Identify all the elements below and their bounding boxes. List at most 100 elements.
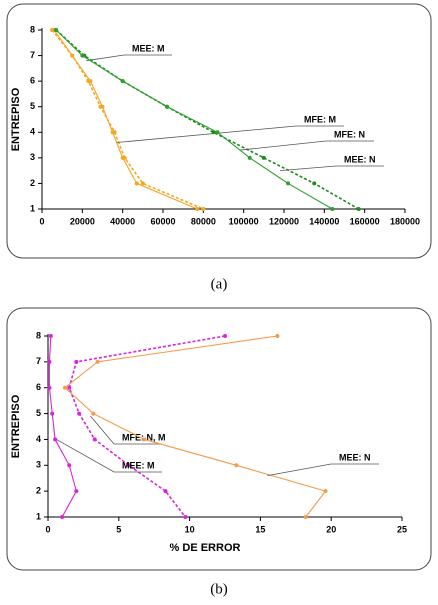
leader-line xyxy=(86,54,172,62)
point xyxy=(112,130,117,135)
point xyxy=(74,489,79,494)
point xyxy=(163,489,168,494)
point xyxy=(142,437,147,442)
y-tick-label: 5 xyxy=(36,408,41,418)
leader-line xyxy=(279,165,384,172)
point xyxy=(183,515,188,519)
point xyxy=(47,359,52,364)
point xyxy=(134,181,139,186)
point xyxy=(303,515,308,519)
point xyxy=(223,334,227,338)
x-tick-label: 15 xyxy=(255,524,265,534)
y-axis-label: ENTREPISO xyxy=(10,394,22,458)
y-tick-label: 6 xyxy=(30,76,35,86)
point xyxy=(195,207,200,211)
point xyxy=(91,411,96,416)
x-tick-label: 160000 xyxy=(350,216,380,226)
y-tick-label: 3 xyxy=(36,460,41,470)
series-label: MEE: N xyxy=(339,452,371,462)
y-axis-label: ENTREPISO xyxy=(10,87,22,151)
point xyxy=(67,463,72,468)
point xyxy=(60,515,65,519)
point xyxy=(53,437,58,442)
series-label: MEE: M xyxy=(122,460,155,470)
x-tick-label: 140000 xyxy=(309,216,339,226)
x-tick-label: 180000 xyxy=(390,216,420,226)
point xyxy=(77,411,82,416)
series-line xyxy=(53,29,198,210)
point xyxy=(165,104,170,109)
x-tick-label: 25 xyxy=(397,524,407,534)
point xyxy=(120,79,125,84)
y-tick-label: 1 xyxy=(30,203,35,213)
y-tick-label: 5 xyxy=(30,101,35,111)
series-line xyxy=(55,29,360,210)
point xyxy=(140,181,145,186)
series-label: MFE: M xyxy=(304,114,336,124)
point xyxy=(70,53,75,58)
point xyxy=(67,385,72,390)
x-tick-label: 20 xyxy=(326,524,336,534)
point xyxy=(215,130,220,135)
y-tick-label: 7 xyxy=(30,50,35,60)
point xyxy=(80,53,85,58)
x-tick-label: 5 xyxy=(116,524,121,534)
x-tick-label: 0 xyxy=(39,216,44,226)
series-label: MFE: N xyxy=(334,129,365,139)
point xyxy=(86,79,91,84)
point xyxy=(50,411,55,416)
series-line xyxy=(48,335,77,518)
leader-line xyxy=(56,439,162,473)
leader-line xyxy=(116,125,344,143)
leader-line xyxy=(239,140,374,151)
y-tick-label: 8 xyxy=(36,330,41,340)
y-tick-label: 6 xyxy=(36,382,41,392)
x-tick-label: 20000 xyxy=(70,216,95,226)
series-line xyxy=(51,29,204,210)
point xyxy=(74,359,79,364)
panel-frame xyxy=(6,3,432,259)
x-axis-label: % DE ERROR xyxy=(170,542,241,554)
point xyxy=(50,28,55,32)
point xyxy=(261,155,266,160)
y-tick-label: 7 xyxy=(36,356,41,366)
x-tick-label: 120000 xyxy=(269,216,299,226)
x-tick-label: 60000 xyxy=(150,216,175,226)
point xyxy=(312,181,317,186)
point xyxy=(234,463,239,468)
point xyxy=(323,489,328,494)
series-label: MFE: N, M xyxy=(122,432,166,442)
x-tick-label: 0 xyxy=(45,524,50,534)
point xyxy=(92,437,97,442)
y-tick-label: 4 xyxy=(30,127,35,137)
point xyxy=(62,385,67,390)
y-tick-label: 1 xyxy=(36,511,41,521)
x-tick-label: 80000 xyxy=(191,216,216,226)
point xyxy=(122,155,127,160)
point xyxy=(48,334,53,338)
point xyxy=(201,207,206,211)
point xyxy=(54,28,59,32)
x-tick-label: 40000 xyxy=(110,216,135,226)
caption: (a) xyxy=(211,276,228,292)
y-tick-label: 2 xyxy=(30,178,35,188)
caption: (b) xyxy=(210,581,228,597)
series-label: MEE: M xyxy=(132,43,165,53)
leader-line xyxy=(267,463,379,477)
point xyxy=(330,207,335,211)
panel-frame xyxy=(6,307,432,571)
y-tick-label: 4 xyxy=(36,434,41,444)
point xyxy=(47,385,52,390)
y-tick-label: 2 xyxy=(36,486,41,496)
leader-line xyxy=(90,415,162,445)
series-label: MEE: N xyxy=(344,154,376,164)
point xyxy=(286,181,291,186)
y-tick-label: 8 xyxy=(30,24,35,34)
point xyxy=(95,359,100,364)
y-tick-label: 3 xyxy=(30,152,35,162)
x-tick-label: 100000 xyxy=(229,216,259,226)
point xyxy=(275,334,280,338)
series-line xyxy=(68,335,226,518)
x-tick-label: 10 xyxy=(185,524,195,534)
